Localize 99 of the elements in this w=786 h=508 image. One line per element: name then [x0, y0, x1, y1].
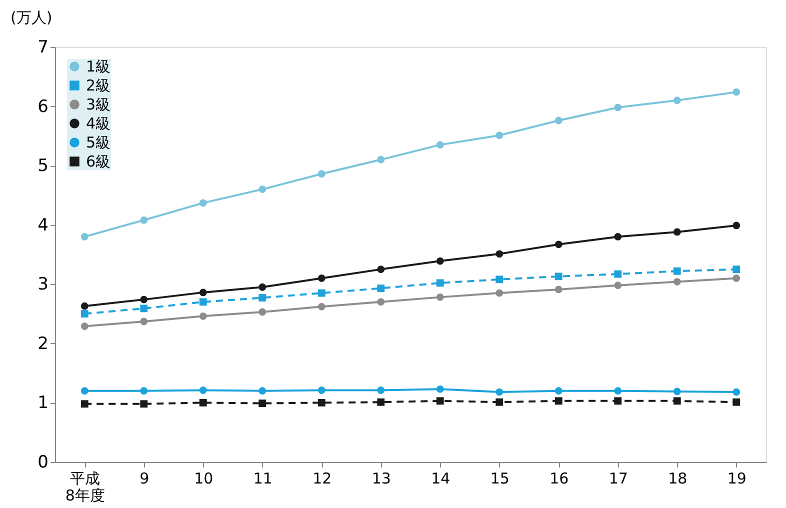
legend-label: 1級 [86, 58, 111, 76]
x-tick-label: 平成 8年度 [65, 470, 105, 504]
y-tick-label: 1 [38, 393, 48, 414]
point [673, 267, 681, 275]
point [377, 398, 385, 406]
point [199, 298, 207, 306]
point [732, 222, 740, 230]
point [673, 278, 681, 286]
point [80, 310, 88, 318]
point [258, 400, 266, 408]
point [258, 387, 266, 395]
point [318, 289, 326, 297]
point [496, 388, 504, 396]
point [258, 186, 266, 193]
point [258, 308, 266, 316]
x-tick-label: 15 [490, 470, 510, 488]
point [496, 132, 504, 140]
x-tick-label: 14 [431, 470, 450, 488]
point [258, 283, 266, 291]
point [140, 304, 148, 312]
point [140, 387, 148, 395]
legend-label: 5級 [86, 134, 111, 152]
point [199, 288, 207, 296]
x-tick-label: 17 [608, 470, 628, 488]
point [732, 398, 740, 406]
point [199, 399, 207, 406]
point [318, 386, 326, 394]
point [199, 312, 207, 320]
point [318, 302, 326, 310]
point [673, 397, 681, 405]
point [377, 386, 385, 394]
point [554, 116, 562, 124]
point [554, 397, 562, 405]
x-tick-label: 16 [550, 470, 569, 488]
x-tick-label: 19 [727, 470, 746, 488]
point [496, 398, 504, 406]
point [199, 386, 207, 394]
point [80, 400, 88, 408]
point [673, 228, 681, 236]
point [318, 399, 326, 406]
x-tick-label: 12 [312, 470, 332, 488]
legend-label: 6級 [86, 152, 111, 170]
legend-label: 2級 [86, 76, 111, 94]
point [554, 286, 562, 294]
y-tick-label: 6 [38, 96, 48, 117]
point [258, 294, 266, 302]
x-tick-label: 11 [253, 470, 272, 488]
point [377, 298, 385, 306]
y-tick-label: 4 [38, 215, 48, 236]
y-tick-label: 0 [38, 452, 48, 472]
legend-label: 3級 [86, 96, 111, 114]
point [732, 88, 740, 96]
point [377, 156, 385, 164]
y-tick-label: 2 [38, 334, 48, 354]
point [199, 199, 207, 207]
point [318, 170, 326, 178]
point [436, 385, 444, 393]
point [140, 400, 148, 408]
point [80, 302, 88, 310]
point [80, 233, 88, 240]
y-tick-label: 7 [38, 38, 48, 58]
legend-label: 4級 [86, 114, 111, 132]
point [377, 284, 385, 292]
point [554, 387, 562, 395]
point [80, 387, 88, 395]
point [436, 397, 444, 405]
point [614, 233, 622, 240]
point [436, 257, 444, 265]
point [673, 96, 681, 104]
point [318, 274, 326, 282]
x-tick-label: 18 [668, 470, 688, 488]
y-axis-title: (万人) [10, 8, 52, 26]
point [140, 318, 148, 326]
point [436, 279, 444, 287]
point [614, 397, 622, 405]
point [732, 388, 740, 396]
point [614, 270, 622, 278]
point [140, 296, 148, 304]
point [614, 282, 622, 290]
point [496, 276, 504, 284]
point [732, 274, 740, 282]
point [554, 240, 562, 248]
point [496, 250, 504, 258]
x-tick-label: 10 [194, 470, 214, 488]
point [436, 141, 444, 149]
point [614, 387, 622, 395]
point [496, 289, 504, 297]
point [732, 266, 740, 274]
point [140, 216, 148, 224]
x-tick-label: 13 [372, 470, 391, 488]
point [614, 104, 622, 112]
point [436, 293, 444, 301]
point [673, 388, 681, 396]
y-tick-label: 5 [38, 156, 48, 176]
point [377, 266, 385, 274]
point [80, 322, 88, 330]
y-tick-label: 3 [38, 274, 48, 295]
point [554, 272, 562, 280]
x-tick-label: 9 [140, 470, 150, 488]
